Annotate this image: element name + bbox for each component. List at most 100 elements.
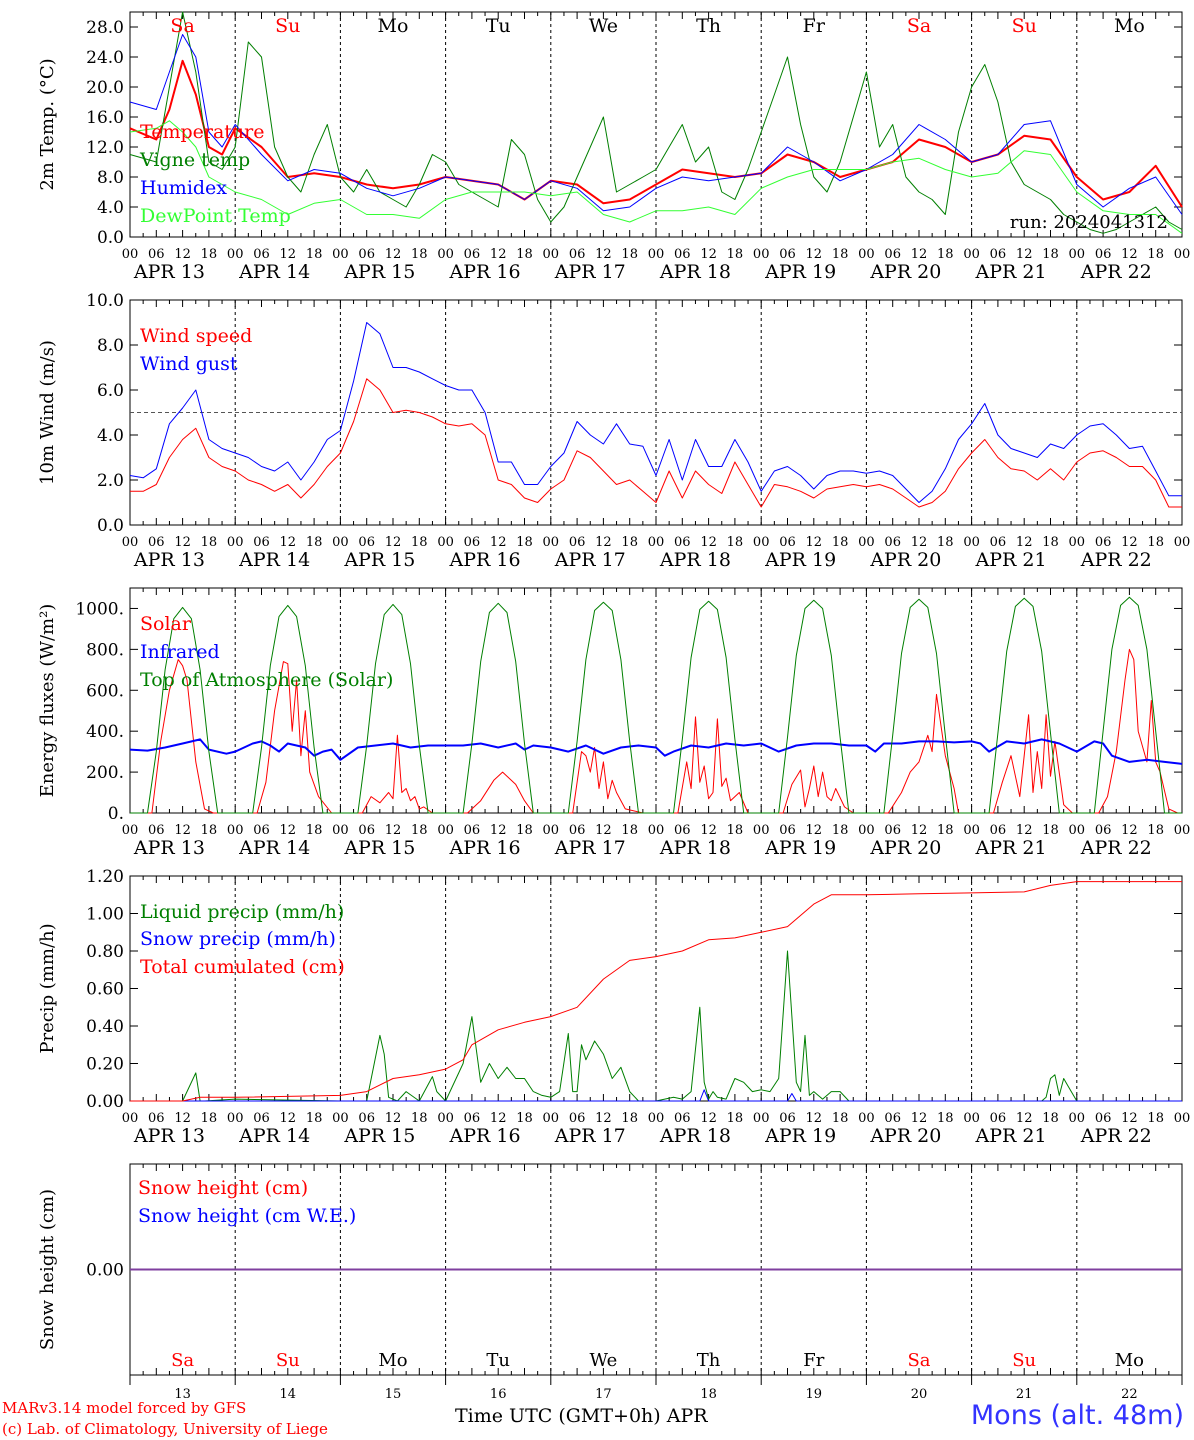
hour-tick-label: 18 xyxy=(937,1111,954,1126)
legend-entry: Liquid precip (mm/h) xyxy=(140,901,344,923)
series-line xyxy=(129,738,1183,765)
date-label: APR 15 xyxy=(343,837,415,859)
y-tick-label: 400. xyxy=(86,722,124,742)
y-tick-label: 0.60 xyxy=(86,980,124,1000)
hour-tick-label: 00 xyxy=(227,823,244,838)
hour-tick-label: 18 xyxy=(411,535,428,550)
hour-tick-label: 06 xyxy=(1095,247,1112,262)
weekday-label: Mo xyxy=(1115,1350,1144,1371)
model-credit: MARv3.14 model forced by GFS xyxy=(2,1399,247,1417)
hour-tick-label: 12 xyxy=(174,823,191,838)
date-label: APR 16 xyxy=(449,261,521,283)
hour-tick-label: 18 xyxy=(306,535,323,550)
hour-tick-label: 00 xyxy=(332,247,349,262)
series-line xyxy=(130,1089,1182,1102)
weekday-label: Mo xyxy=(1114,15,1145,37)
hour-tick-label: 12 xyxy=(1121,535,1138,550)
lab-credit: (c) Lab. of Climatology, University of L… xyxy=(2,1420,328,1438)
legend-entry: Snow precip (mm/h) xyxy=(140,928,336,950)
hour-tick-label: 06 xyxy=(990,823,1007,838)
hour-tick-label: 00 xyxy=(332,823,349,838)
hour-tick-label: 18 xyxy=(1042,247,1059,262)
hour-tick-label: 12 xyxy=(700,1111,717,1126)
hour-tick-label: 06 xyxy=(148,823,165,838)
date-label: APR 20 xyxy=(869,837,941,859)
hour-tick-label: 00 xyxy=(1069,1111,1086,1126)
hour-tick-label: 00 xyxy=(858,535,875,550)
hour-tick-label: 12 xyxy=(700,535,717,550)
day-number-label: 14 xyxy=(280,1387,297,1402)
y-tick-label: 28.0 xyxy=(86,18,124,38)
hour-tick-label: 18 xyxy=(621,535,638,550)
hour-tick-label: 00 xyxy=(437,535,454,550)
weekday-label: Su xyxy=(275,15,300,37)
y-tick-label: 2.0 xyxy=(97,471,124,491)
series-line xyxy=(130,648,1182,814)
date-label: APR 20 xyxy=(869,261,941,283)
hour-tick-label: 06 xyxy=(569,535,586,550)
y-tick-label: 0.0 xyxy=(97,228,124,248)
hour-tick-label: 00 xyxy=(122,823,139,838)
hour-tick-label: 12 xyxy=(490,535,507,550)
station-name: Mons (alt. 48m) xyxy=(970,1400,1184,1431)
hour-tick-label: 18 xyxy=(727,247,744,262)
y-tick-label: 8.0 xyxy=(97,168,124,188)
hour-tick-label: 06 xyxy=(884,823,901,838)
legend-entry: Wind speed xyxy=(140,325,252,347)
hour-tick-label: 18 xyxy=(1042,823,1059,838)
hour-tick-label: 00 xyxy=(437,247,454,262)
hour-tick-label: 06 xyxy=(148,247,165,262)
hour-tick-label: 00 xyxy=(1174,823,1191,838)
hour-tick-label: 06 xyxy=(358,1111,375,1126)
hour-tick-label: 00 xyxy=(963,823,980,838)
date-label: APR 21 xyxy=(975,261,1047,283)
weekday-label: We xyxy=(590,1350,618,1371)
y-tick-label: 0.20 xyxy=(86,1055,124,1075)
hour-tick-label: 12 xyxy=(174,535,191,550)
date-label: APR 22 xyxy=(1080,549,1152,571)
day-number-label: 16 xyxy=(490,1387,507,1402)
legend-entry: Humidex xyxy=(140,177,227,199)
hour-tick-label: 12 xyxy=(1121,247,1138,262)
y-axis-label: 2m Temp. (°C) xyxy=(37,58,58,190)
hour-tick-label: 06 xyxy=(674,535,691,550)
date-label: APR 14 xyxy=(238,549,310,571)
weekday-label: Th xyxy=(696,15,721,37)
day-number-label: 18 xyxy=(700,1387,717,1402)
hour-tick-label: 00 xyxy=(1174,1111,1191,1126)
date-label: APR 22 xyxy=(1080,261,1152,283)
date-label: APR 17 xyxy=(554,549,626,571)
hour-tick-label: 12 xyxy=(490,247,507,262)
hour-tick-label: 12 xyxy=(806,1111,823,1126)
hour-tick-label: 18 xyxy=(832,535,849,550)
hour-tick-label: 06 xyxy=(1095,1111,1112,1126)
hour-tick-label: 12 xyxy=(911,247,928,262)
hour-tick-label: 18 xyxy=(727,823,744,838)
hour-tick-label: 00 xyxy=(227,535,244,550)
hour-tick-label: 18 xyxy=(937,247,954,262)
legend-entry: Solar xyxy=(140,613,192,635)
hour-tick-label: 00 xyxy=(1069,247,1086,262)
day-number-label: 22 xyxy=(1121,1387,1138,1402)
hour-tick-label: 12 xyxy=(595,823,612,838)
y-tick-label: 4.0 xyxy=(97,198,124,218)
hour-tick-label: 00 xyxy=(122,1111,139,1126)
legend-entry: Total cumulated (cm) xyxy=(140,956,345,978)
weekday-label: Tu xyxy=(486,1350,510,1371)
hour-tick-label: 12 xyxy=(1016,823,1033,838)
date-label: APR 13 xyxy=(133,837,205,859)
series-line xyxy=(130,596,1182,814)
y-tick-label: 1.00 xyxy=(86,905,124,925)
day-number-label: 21 xyxy=(1016,1387,1033,1402)
hour-tick-label: 12 xyxy=(385,535,402,550)
hour-tick-label: 00 xyxy=(332,1111,349,1126)
hour-tick-label: 06 xyxy=(358,535,375,550)
weekday-label: Tu xyxy=(486,15,511,37)
series-line xyxy=(129,322,1182,503)
series-line xyxy=(130,378,1182,508)
hour-tick-label: 06 xyxy=(253,247,270,262)
hour-tick-label: 12 xyxy=(174,1111,191,1126)
legend-entry: DewPoint Temp xyxy=(140,205,291,227)
date-label: APR 16 xyxy=(449,1125,521,1147)
